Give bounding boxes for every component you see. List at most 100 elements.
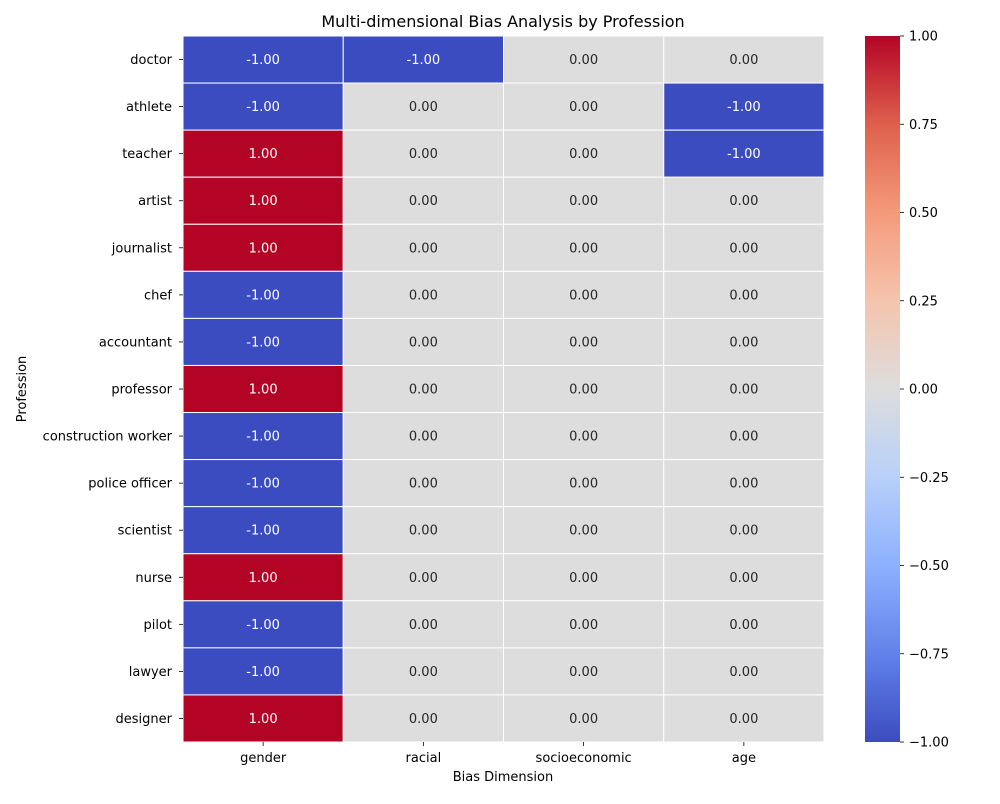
heatmap-cell-value: -1.00 — [246, 100, 280, 115]
y-tick-label: accountant — [99, 335, 172, 350]
heatmap-cell-value: 0.00 — [729, 618, 758, 633]
heatmap-cell — [503, 459, 665, 508]
colorbar-tick-label: 0.75 — [909, 118, 938, 133]
y-tick-label: nurse — [135, 571, 172, 586]
heatmap-cell-value: -1.00 — [727, 147, 761, 162]
heatmap-cell-value: -1.00 — [246, 665, 280, 680]
heatmap-cell-value: -1.00 — [246, 477, 280, 492]
heatmap-cell — [342, 129, 504, 178]
heatmap-cell — [663, 506, 825, 555]
y-axis-label: Profession — [15, 356, 30, 423]
heatmap-cell — [503, 223, 665, 272]
heatmap-cell — [663, 176, 825, 225]
heatmap-cell-value: 0.00 — [729, 194, 758, 209]
heatmap-cell — [182, 364, 344, 414]
heatmap-cell-value: 0.00 — [409, 430, 438, 445]
y-tick-label: designer — [116, 712, 173, 727]
heatmap-cell-value: 1.00 — [249, 194, 278, 209]
heatmap-cell — [663, 82, 825, 131]
heatmap-cell-value: 0.00 — [729, 53, 758, 68]
heatmap-cell-value: -1.00 — [407, 53, 441, 68]
y-tick-label: athlete — [126, 100, 172, 115]
heatmap-cell-value: 1.00 — [249, 712, 278, 727]
heatmap-cell-value: 0.00 — [409, 100, 438, 115]
heatmap-cell — [663, 647, 825, 696]
heatmap-cell-value: 0.00 — [409, 288, 438, 303]
colorbar-tick-label: −0.25 — [909, 471, 949, 486]
heatmap-cell-value: -1.00 — [246, 335, 280, 350]
heatmap-cell-value: 0.00 — [409, 335, 438, 350]
heatmap-cell — [503, 317, 665, 366]
heatmap-cell — [182, 317, 344, 366]
heatmap-cell-value: 0.00 — [729, 524, 758, 539]
y-tick-label: scientist — [118, 524, 172, 539]
colorbar-gradient — [865, 36, 900, 742]
heatmap-cell — [342, 553, 504, 602]
heatmap-cell-value: 0.00 — [569, 288, 598, 303]
heatmap-cell — [503, 506, 665, 555]
heatmap-cell-value: 0.00 — [729, 383, 758, 398]
colorbar-tick-label: 1.00 — [909, 30, 938, 45]
colorbar-tick-label: −1.00 — [909, 736, 949, 751]
heatmap-cell-value: -1.00 — [246, 53, 280, 68]
heatmap-cell — [663, 129, 825, 178]
heatmap-cell — [503, 412, 665, 461]
heatmap-cell — [663, 223, 825, 272]
heatmap-cell — [182, 270, 344, 319]
y-tick-label: police officer — [88, 477, 172, 492]
heatmap-cell-value: 0.00 — [409, 147, 438, 162]
heatmap-cell-value: 1.00 — [249, 571, 278, 586]
y-tick-label: doctor — [130, 53, 172, 68]
heatmap-cell-value: 0.00 — [409, 194, 438, 209]
heatmap-cell — [663, 317, 825, 366]
heatmap-cell — [182, 176, 344, 225]
heatmap-cell — [182, 553, 344, 602]
x-axis-label: Bias Dimension — [453, 770, 554, 785]
heatmap-cell — [182, 600, 344, 649]
heatmap-cell-value: 0.00 — [729, 241, 758, 256]
heatmap-cell-value: 1.00 — [249, 241, 278, 256]
heatmap-cell — [342, 176, 504, 225]
heatmap-cell-value: 0.00 — [729, 430, 758, 445]
heatmap-cell-value: 0.00 — [409, 618, 438, 633]
heatmap-cell-value: 0.00 — [409, 383, 438, 398]
heatmap-cell-value: 0.00 — [729, 477, 758, 492]
heatmap-cell-value: 0.00 — [569, 618, 598, 633]
heatmap-cell — [663, 270, 825, 319]
heatmap-cell-value: 0.00 — [569, 571, 598, 586]
y-tick-label: pilot — [143, 618, 172, 633]
heatmap-cell-value: 0.00 — [569, 147, 598, 162]
heatmap-cell — [663, 459, 825, 508]
x-tick-label: age — [732, 751, 756, 766]
heatmap-cell-value: -1.00 — [246, 618, 280, 633]
heatmap-cell-value: 0.00 — [569, 100, 598, 115]
heatmap-cell-value: 0.00 — [569, 335, 598, 350]
heatmap-cell-value: 0.00 — [729, 665, 758, 680]
heatmap-cell-value: 0.00 — [729, 571, 758, 586]
heatmap-cell — [182, 35, 344, 84]
heatmap-cell — [342, 223, 504, 272]
colorbar-tick-label: 0.00 — [909, 383, 938, 398]
heatmap-cell-value: 0.00 — [729, 288, 758, 303]
y-tick-label: journalist — [111, 241, 172, 256]
heatmap-cell — [503, 600, 665, 649]
heatmap-cell-value: 0.00 — [569, 524, 598, 539]
heatmap-cell-value: -1.00 — [246, 524, 280, 539]
heatmap-cell-value: -1.00 — [727, 100, 761, 115]
colorbar-tick-label: 0.25 — [909, 294, 938, 309]
y-tick-label: artist — [138, 194, 172, 209]
heatmap-cell-value: 0.00 — [409, 524, 438, 539]
y-tick-label: chef — [144, 288, 172, 303]
heatmap-cell — [342, 647, 504, 696]
heatmap-cell — [503, 694, 665, 743]
heatmap-cell-value: 0.00 — [569, 477, 598, 492]
x-tick-label: gender — [240, 751, 287, 766]
heatmap-cell-value: 0.00 — [409, 477, 438, 492]
heatmap-cell — [503, 647, 665, 696]
heatmap-cell-value: 0.00 — [569, 712, 598, 727]
heatmap-cell — [342, 82, 504, 131]
heatmap-cell-value: 0.00 — [569, 241, 598, 256]
colorbar-tick-label: −0.50 — [909, 559, 949, 574]
heatmap-cell-labels: -1.00 -1.00 0.00 0.00 -1.00 0.00 0.00 -1.00 1.00… — [246, 53, 760, 727]
